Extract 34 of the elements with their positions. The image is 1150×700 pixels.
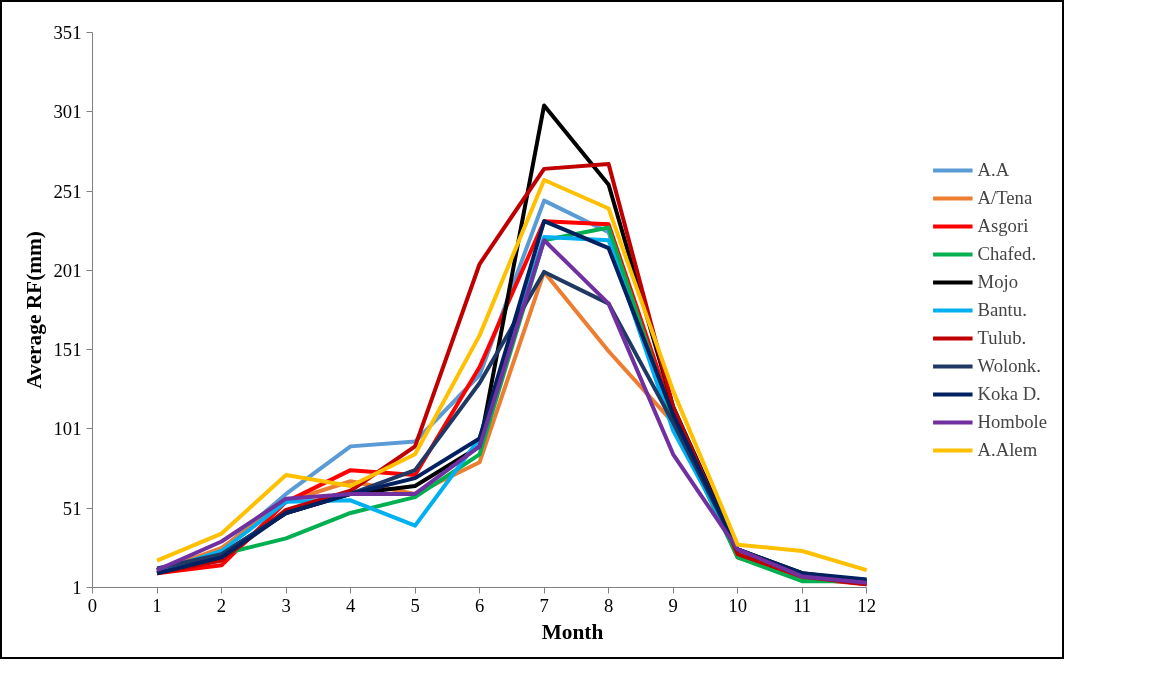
x-tick-label: 6 <box>474 594 485 616</box>
y-tick-label: 151 <box>53 339 82 361</box>
legend-label: A.Alem <box>977 438 1038 461</box>
x-tick-label: 9 <box>668 594 678 616</box>
x-axis-title: Month <box>541 619 604 644</box>
x-tick-label: 3 <box>281 594 291 616</box>
x-tick-label: 8 <box>603 594 614 616</box>
y-tick-label: 201 <box>53 259 82 281</box>
legend-label: Mojo <box>977 270 1018 293</box>
legend-label: Chafed. <box>977 242 1037 265</box>
x-tick-label: 10 <box>728 594 747 616</box>
x-tick-label: 7 <box>539 594 549 616</box>
legend-label: Asgori <box>977 214 1029 237</box>
legend-label: Bantu. <box>977 298 1027 321</box>
y-tick-label: 351 <box>53 22 82 43</box>
x-tick-label: 4 <box>345 594 356 616</box>
legend-label: Wolonk. <box>977 354 1041 377</box>
x-tick-label: 0 <box>87 594 98 616</box>
x-tick-label: 2 <box>216 594 227 616</box>
y-tick-label: 51 <box>62 497 82 519</box>
y-tick-label: 1 <box>72 577 82 598</box>
x-tick-label: 1 <box>152 594 162 616</box>
y-tick-label: 251 <box>53 180 82 202</box>
x-tick-label: 12 <box>857 594 877 616</box>
legend-label: A.A <box>977 158 1010 181</box>
y-tick-label: 101 <box>53 418 82 440</box>
y-tick-label: 301 <box>53 101 82 123</box>
x-tick-label: 11 <box>793 594 812 616</box>
legend-label: A/Tena <box>977 186 1033 209</box>
y-axis-title: Average RF(mm) <box>21 231 46 389</box>
legend-label: Koka D. <box>977 382 1041 405</box>
x-tick-label: 5 <box>410 594 420 616</box>
legend-label: Tulub. <box>977 326 1027 349</box>
legend-label: Hombole <box>977 410 1047 433</box>
